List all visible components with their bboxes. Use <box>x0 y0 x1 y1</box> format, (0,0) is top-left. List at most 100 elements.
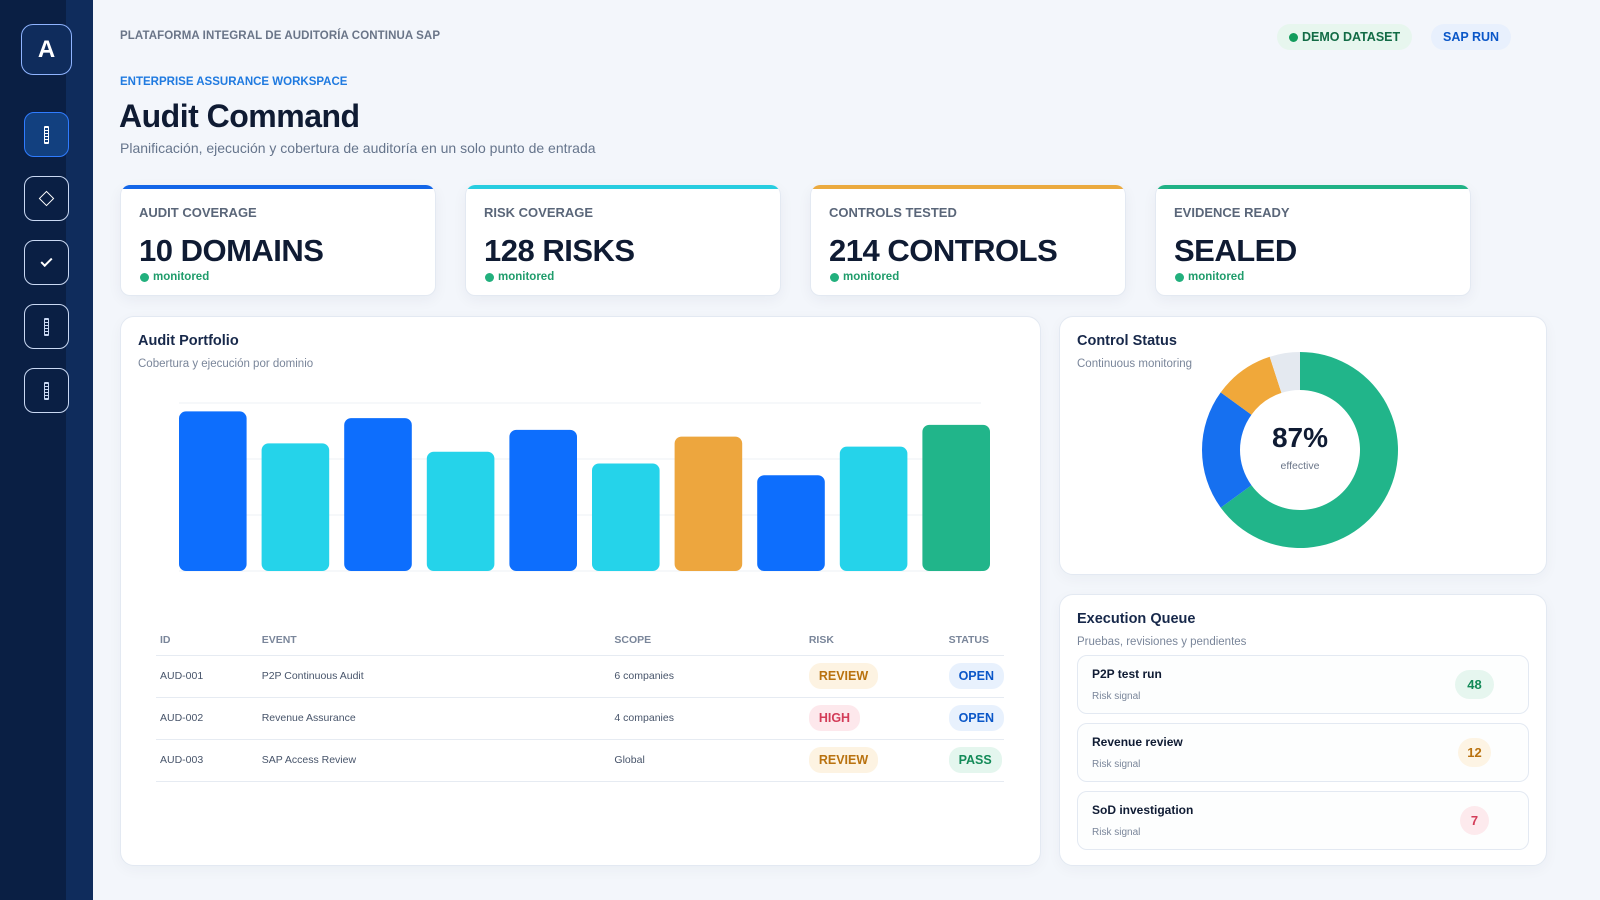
chart-bar[interactable] <box>757 475 825 571</box>
queue-item-sub: Risk signal <box>1092 759 1141 770</box>
table-row[interactable]: AUD-001 P2P Continuous Audit 6 companies… <box>156 655 1004 698</box>
chart-bar[interactable] <box>344 418 412 571</box>
diamond-icon <box>38 190 55 207</box>
execution-queue-panel: Execution Queue Pruebas, revisiones y pe… <box>1059 594 1547 866</box>
queue-count-badge: 12 <box>1458 738 1491 767</box>
cell-id: AUD-001 <box>156 655 258 698</box>
cell-status: OPEN <box>944 655 1004 698</box>
queue-item-sub: Risk signal <box>1092 827 1141 838</box>
demo-dataset-label: DEMO DATASET <box>1302 30 1401 44</box>
kpi-card-controls-tested[interactable]: CONTROLS TESTED 214 CONTROLS monitored <box>810 185 1126 296</box>
kpi-value: 128 RISKS <box>484 233 635 268</box>
sap-run-label: SAP RUN <box>1443 30 1500 44</box>
sidebar: A <box>0 0 93 900</box>
chart-bar[interactable] <box>922 424 990 571</box>
cell-risk: REVIEW <box>804 739 945 782</box>
chart-bar[interactable] <box>509 429 577 571</box>
demo-dataset-badge[interactable]: DEMO DATASET <box>1277 24 1413 50</box>
nav-dashboard-button[interactable] <box>24 112 69 157</box>
kpi-status-text: monitored <box>1188 271 1245 283</box>
donut-segment[interactable] <box>1269 352 1300 393</box>
check-icon <box>40 254 53 268</box>
table-header-row: ID EVENT SCOPE RISK STATUS <box>156 625 1004 656</box>
audit-portfolio-panel: Audit Portfolio Cobertura y ejecución po… <box>120 316 1041 866</box>
cell-scope: Global <box>610 739 805 782</box>
kpi-label: RISK COVERAGE <box>484 205 594 220</box>
cell-event: SAP Access Review <box>257 739 611 782</box>
status-badge: OPEN <box>948 705 1004 731</box>
app-logo[interactable]: A <box>21 24 72 75</box>
platform-label: PLATAFORMA INTEGRAL DE AUDITORÍA CONTINU… <box>120 30 441 42</box>
nav-controls-button[interactable] <box>24 240 69 285</box>
kpi-status: monitored <box>830 271 899 283</box>
status-dot-icon <box>1289 32 1298 42</box>
col-header-scope[interactable]: SCOPE <box>610 625 805 656</box>
cell-risk: REVIEW <box>804 655 945 698</box>
chart-bar[interactable] <box>674 436 743 571</box>
kpi-value: 10 DOMAINS <box>139 233 324 268</box>
kpi-card-risk-coverage[interactable]: RISK COVERAGE 128 RISKS monitored <box>465 185 781 296</box>
cell-id: AUD-002 <box>156 697 258 740</box>
bars-icon <box>44 317 49 336</box>
kpi-label: AUDIT COVERAGE <box>139 205 257 220</box>
cell-scope: 6 companies <box>610 655 805 698</box>
chart-bar[interactable] <box>592 463 660 571</box>
sidebar-rail <box>66 0 93 900</box>
effective-caption: effective <box>1280 460 1320 472</box>
panel-title: Execution Queue <box>1077 611 1196 627</box>
queue-item-sub: Risk signal <box>1092 691 1141 702</box>
cell-id: AUD-003 <box>156 739 258 782</box>
workspace-eyebrow: ENTERPRISE ASSURANCE WORKSPACE <box>120 76 348 88</box>
kpi-card-evidence-ready[interactable]: EVIDENCE READY SEALED monitored <box>1155 185 1471 296</box>
kpi-value: SEALED <box>1174 233 1297 268</box>
kpi-label: EVIDENCE READY <box>1174 205 1290 220</box>
status-badge: OPEN <box>948 663 1004 689</box>
panel-subtitle: Continuous monitoring <box>1077 358 1193 370</box>
chart-bar[interactable] <box>426 451 495 571</box>
kpi-card-audit-coverage[interactable]: AUDIT COVERAGE 10 DOMAINS monitored <box>120 185 436 296</box>
panel-subtitle: Cobertura y ejecución por dominio <box>138 358 314 370</box>
donut-segment[interactable] <box>1220 352 1398 548</box>
col-header-id[interactable]: ID <box>156 625 258 656</box>
chart-bar[interactable] <box>261 443 330 571</box>
kpi-status-text: monitored <box>843 271 900 283</box>
events-table: ID EVENT SCOPE RISK STATUS AUD-001 P2P C… <box>156 625 1004 782</box>
queue-item[interactable]: P2P test run Risk signal 48 <box>1077 655 1529 714</box>
sap-run-badge[interactable]: SAP RUN <box>1431 24 1512 50</box>
panel-title: Audit Portfolio <box>138 333 239 349</box>
risk-badge: HIGH <box>808 705 861 731</box>
col-header-status[interactable]: STATUS <box>944 625 1004 656</box>
status-badge: PASS <box>948 747 1002 773</box>
status-dot-icon <box>485 272 494 282</box>
page-title: Audit Command <box>119 98 360 134</box>
donut-center: 87% effective <box>1235 422 1365 472</box>
bars-icon <box>44 381 49 400</box>
risk-badge: REVIEW <box>808 663 879 689</box>
kpi-value: 214 CONTROLS <box>829 233 1058 268</box>
queue-item[interactable]: Revenue review Risk signal 12 <box>1077 723 1529 782</box>
cell-event: P2P Continuous Audit <box>257 655 611 698</box>
cell-scope: 4 companies <box>610 697 805 740</box>
risk-badge: REVIEW <box>808 747 879 773</box>
status-dot-icon <box>140 272 149 282</box>
status-dot-icon <box>1175 272 1184 282</box>
chart-bar[interactable] <box>839 446 908 571</box>
col-header-risk[interactable]: RISK <box>804 625 945 656</box>
control-status-donut <box>1202 352 1398 548</box>
kpi-status-text: monitored <box>498 271 555 283</box>
donut-segment[interactable] <box>1220 356 1282 415</box>
cell-status: OPEN <box>944 697 1004 740</box>
table-row[interactable]: AUD-003 SAP Access Review Global REVIEW … <box>156 739 1004 782</box>
queue-item[interactable]: SoD investigation Risk signal 7 <box>1077 791 1529 850</box>
chart-bar[interactable] <box>179 411 247 571</box>
panel-title: Control Status <box>1077 333 1177 349</box>
nav-reports-button[interactable] <box>24 304 69 349</box>
queue-item-name: SoD investigation <box>1092 803 1194 817</box>
kpi-status: monitored <box>1175 271 1244 283</box>
kpi-accent-bar <box>811 185 1125 189</box>
table-row[interactable]: AUD-002 Revenue Assurance 4 companies HI… <box>156 697 1004 740</box>
nav-evidence-button[interactable] <box>24 368 69 413</box>
donut-segment[interactable] <box>1202 392 1252 508</box>
col-header-event[interactable]: EVENT <box>257 625 611 656</box>
nav-risk-button[interactable] <box>24 176 69 221</box>
